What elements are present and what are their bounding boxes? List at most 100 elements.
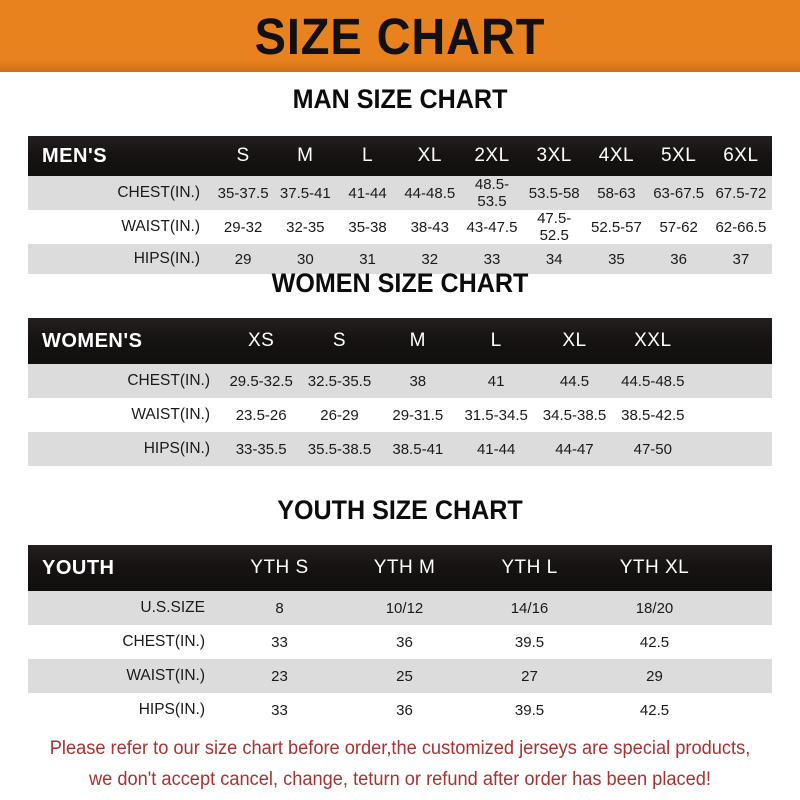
men-cell-2-0: 29	[234, 250, 252, 268]
women-spacer-cell-1	[692, 398, 772, 432]
women-cell-1-1: 26-29	[320, 406, 359, 424]
youth-row-2-label: WAIST(IN.)	[126, 667, 205, 684]
men-size-col-7: 5XL	[660, 145, 697, 166]
men-cell-2-6: 35	[608, 250, 625, 268]
page-banner: SIZE CHART	[0, 0, 800, 72]
table-row: CHEST(IN.) 33 36 39.5 42.5	[28, 625, 772, 659]
youth-size-col-3: YTH XL	[619, 557, 690, 578]
women-cell-1-0: 23.5-26	[235, 406, 287, 424]
women-size-table: WOMEN'S XS S M L XL XXL CHEST(IN.) 29.5-…	[28, 318, 772, 466]
men-table-header-row: MEN'S S M L XL 2XL 3XL 4XL 5XL 6XL	[28, 136, 772, 176]
youth-section-heading: YOUTH SIZE CHART	[277, 495, 523, 525]
women-row-1-label: WAIST(IN.)	[131, 406, 210, 423]
youth-cell-2-3: 29	[646, 667, 663, 685]
women-cell-0-2: 38	[409, 372, 427, 390]
table-row: WAIST(IN.) 23 25 27 29	[28, 659, 772, 693]
women-cell-2-3: 41-44	[476, 440, 516, 458]
youth-table-body: YOUTH YTH S YTH M YTH L YTH XL U.S.SIZE …	[28, 545, 772, 727]
men-size-col-2: L	[362, 145, 374, 166]
men-size-col-0: S	[236, 145, 250, 166]
youth-spacer-cell-2	[717, 659, 772, 693]
women-cell-0-0: 29.5-32.5	[229, 372, 293, 390]
youth-cell-1-2: 39.5	[514, 633, 545, 651]
men-section-heading: MAN SIZE CHART	[292, 84, 508, 114]
youth-cell-3-3: 42.5	[639, 701, 670, 719]
men-row-0-label: CHEST(IN.)	[117, 184, 200, 201]
table-row: CHEST(IN.) 29.5-32.5 32.5-35.5 38 41 44.…	[28, 364, 772, 398]
men-cell-2-8: 37	[732, 250, 750, 268]
men-cell-0-8: 67.5-72	[715, 184, 767, 202]
men-cell-1-6: 52.5-57	[590, 218, 642, 236]
men-size-col-8: 6XL	[723, 145, 759, 166]
women-size-col-5: XXL	[634, 330, 672, 351]
men-cell-1-2: 35-38	[348, 218, 387, 236]
women-size-col-2: M	[409, 330, 426, 351]
men-row-2-label: HIPS(IN.)	[133, 250, 200, 267]
men-cell-1-0: 29-32	[223, 218, 263, 236]
table-row: HIPS(IN.) 33-35.5 35.5-38.5 38.5-41 41-4…	[28, 432, 772, 466]
men-row-1-label: WAIST(IN.)	[121, 218, 200, 235]
men-cell-1-4: 43-47.5	[466, 218, 518, 236]
youth-row-0-label: U.S.SIZE	[140, 599, 205, 616]
men-cell-0-6: 58-63	[597, 184, 636, 202]
men-cell-2-7: 36	[670, 250, 687, 268]
women-size-col-3: L	[490, 330, 502, 351]
men-cell-2-4: 33	[483, 250, 501, 268]
women-row-2-label: HIPS(IN.)	[143, 440, 210, 457]
youth-cell-3-1: 36	[396, 701, 413, 719]
women-size-col-4: XL	[562, 330, 587, 351]
table-row: CHEST(IN.) 35-37.5 37.5-41 41-44 44-48.5…	[28, 176, 772, 210]
women-cell-2-0: 33-35.5	[235, 440, 287, 458]
youth-cell-2-0: 23	[271, 667, 288, 685]
men-cell-0-4: 48.5-53.5	[474, 176, 510, 210]
disclaimer-text: Please refer to our size chart before or…	[16, 733, 784, 795]
men-cell-2-2: 31	[359, 250, 376, 268]
youth-cell-0-1: 10/12	[385, 599, 424, 617]
youth-row-label-header: YOUTH	[42, 556, 115, 579]
women-cell-1-3: 31.5-34.5	[464, 406, 528, 424]
women-cell-2-1: 35.5-38.5	[307, 440, 372, 458]
youth-cell-0-3: 18/20	[635, 599, 674, 617]
youth-spacer-cell-1	[717, 625, 772, 659]
youth-cell-3-0: 33	[271, 701, 288, 719]
women-cell-1-5: 38.5-42.5	[621, 406, 685, 424]
men-size-col-3: XL	[417, 145, 442, 166]
women-row-label-header: WOMEN'S	[42, 329, 143, 352]
men-cell-1-3: 38-43	[410, 218, 449, 236]
disclaimer-line-1: Please refer to our size chart before or…	[49, 738, 751, 759]
women-row-0-label: CHEST(IN.)	[127, 372, 210, 389]
men-row-label-header: MEN'S	[42, 144, 108, 167]
women-cell-0-4: 44.5	[559, 372, 590, 390]
youth-row-1-label: CHEST(IN.)	[122, 633, 205, 650]
youth-spacer-col	[717, 545, 772, 591]
women-table-header-row: WOMEN'S XS S M L XL XXL	[28, 318, 772, 364]
women-spacer-cell-0	[692, 364, 772, 398]
disclaimer-line-2: we don't accept cancel, change, teturn o…	[88, 769, 712, 790]
women-cell-2-4: 44-47	[555, 440, 594, 458]
women-section-heading: WOMEN SIZE CHART	[271, 268, 529, 298]
youth-cell-3-2: 39.5	[514, 701, 545, 719]
men-cell-2-1: 30	[296, 250, 314, 268]
youth-spacer-cell-0	[717, 591, 772, 625]
youth-table-header-row: YOUTH YTH S YTH M YTH L YTH XL	[28, 545, 772, 591]
youth-size-col-1: YTH M	[373, 557, 436, 578]
youth-cell-0-2: 14/16	[510, 599, 549, 617]
women-size-col-1: S	[332, 330, 347, 351]
men-cell-0-1: 37.5-41	[279, 184, 331, 202]
table-row: WAIST(IN.) 29-32 32-35 35-38 38-43 43-47…	[28, 210, 772, 244]
youth-spacer-cell-3	[717, 693, 772, 727]
youth-cell-2-2: 27	[521, 667, 538, 685]
women-cell-0-1: 32.5-35.5	[307, 372, 372, 390]
women-size-col-0: XS	[247, 330, 275, 351]
youth-cell-1-0: 33	[271, 633, 288, 651]
women-cell-1-4: 34.5-38.5	[542, 406, 607, 424]
men-size-col-4: 2XL	[474, 145, 510, 166]
men-cell-1-5: 47.5-52.5	[537, 210, 572, 244]
women-spacer-cell-2	[692, 432, 772, 466]
youth-size-col-0: YTH S	[250, 557, 309, 578]
youth-row-3-label: HIPS(IN.)	[138, 701, 205, 718]
men-cell-0-3: 44-48.5	[404, 184, 456, 202]
men-size-table: MEN'S S M L XL 2XL 3XL 4XL 5XL 6XL CHEST…	[28, 136, 772, 274]
table-row: WAIST(IN.) 23.5-26 26-29 29-31.5 31.5-34…	[28, 398, 772, 432]
